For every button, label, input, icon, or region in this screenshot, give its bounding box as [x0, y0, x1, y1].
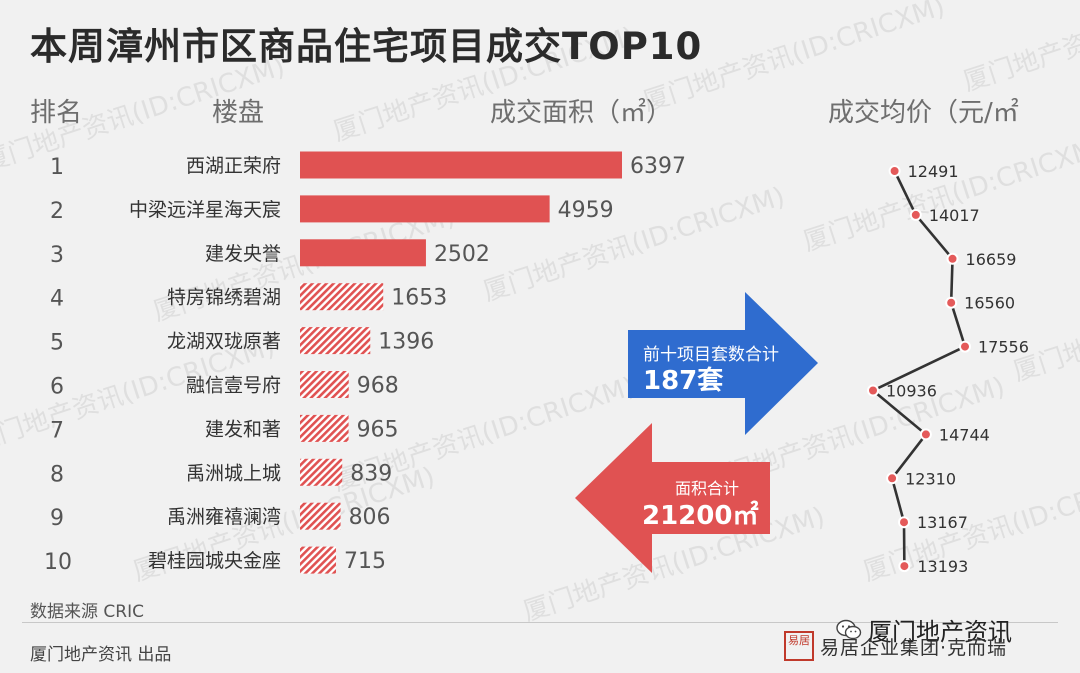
price-value-label: 14744 [939, 425, 990, 444]
price-value-label: 12491 [908, 162, 959, 181]
brand-logo: 易居 易居企业集团·克而瑞 [784, 631, 1007, 661]
area-bar [300, 546, 336, 574]
price-value-label: 14017 [929, 206, 980, 225]
area-value-label: 715 [344, 549, 386, 574]
price-point [909, 208, 922, 221]
price-point [886, 472, 899, 485]
price-line-path [870, 170, 967, 567]
area-value-label: 839 [350, 461, 392, 486]
chart-title: 本周漳州市区商品住宅项目成交TOP10 [30, 25, 703, 68]
price-value-label: 16560 [964, 294, 1015, 313]
project-label: 西湖正荣府 [186, 155, 281, 177]
wechat-account-name: 厦门地产资讯 [868, 618, 1012, 646]
project-label: 碧桂园城央金座 [148, 550, 281, 572]
price-point [959, 340, 971, 353]
units-total-value: 187套 [643, 366, 724, 396]
project-label: 中梁远洋星海天宸 [129, 199, 281, 221]
price-value-label: 10936 [886, 382, 937, 401]
rank-label: 9 [50, 506, 64, 531]
area-total-value: 21200㎡ [642, 501, 759, 531]
area-value-label: 965 [357, 417, 399, 442]
rank-label: 1 [50, 155, 64, 180]
price-point [946, 252, 959, 265]
rank-label: 6 [50, 375, 64, 400]
price-point [867, 384, 879, 397]
price-value-label: 12310 [905, 469, 956, 488]
area-total-arrow [575, 423, 770, 573]
area-total-label: 面积合计 [675, 479, 740, 498]
project-header: 楼盘 [212, 98, 265, 128]
project-label: 禹洲雍禧澜湾 [167, 506, 281, 528]
price-point [919, 428, 932, 441]
area-bar [300, 239, 426, 267]
project-label: 建发和著 [205, 418, 281, 440]
rank-label: 4 [50, 287, 64, 312]
price-value-label: 13167 [917, 513, 968, 532]
price-value-label: 17556 [978, 338, 1029, 357]
price-value-label: 16659 [966, 250, 1017, 269]
price-value-label: 13193 [917, 557, 968, 576]
units-total-label: 前十项目套数合计 [643, 345, 779, 365]
area-bar [300, 414, 349, 442]
area-bar [300, 371, 349, 398]
area-value-label: 1653 [391, 286, 447, 311]
area-bar [300, 195, 550, 223]
rank-label: 5 [50, 331, 64, 356]
rank-label: 2 [50, 199, 64, 224]
units-total-arrow [628, 292, 818, 435]
project-label: 龙湖双珑原著 [167, 331, 281, 353]
price-point [888, 165, 901, 177]
area-bar [300, 458, 343, 486]
price-point [898, 516, 911, 529]
price-point [898, 560, 911, 573]
price-header: 成交均价（元/㎡ [828, 98, 1019, 128]
data-source: 数据来源 CRIC [30, 602, 144, 622]
wechat-icon [836, 619, 862, 641]
area-header: 成交面积（㎡） [490, 98, 673, 128]
rank-label: 3 [50, 243, 64, 268]
area-bar [300, 502, 341, 530]
area-bar [300, 283, 384, 311]
area-value-label: 4959 [558, 198, 614, 223]
producer-credit: 厦门地产资讯 出品 [30, 645, 172, 665]
area-value-label: 806 [349, 505, 391, 530]
area-value-label: 968 [357, 374, 399, 399]
wechat-tag: 厦门地产资讯 [836, 612, 1012, 647]
rank-label: 10 [44, 550, 72, 575]
rank-label: 8 [50, 462, 64, 487]
rank-header: 排名 [30, 98, 83, 128]
project-label: 建发央誉 [205, 243, 281, 265]
project-label: 融信壹号府 [186, 375, 281, 397]
area-bar [300, 327, 371, 355]
project-label: 特房锦绣碧湖 [167, 287, 281, 309]
area-value-label: 2502 [434, 242, 490, 267]
area-value-label: 1396 [378, 330, 434, 355]
area-bar [300, 151, 622, 179]
area-value-label: 6397 [630, 154, 686, 179]
price-point [945, 296, 958, 309]
rank-label: 7 [50, 418, 64, 443]
brand-seal: 易居 [784, 631, 814, 661]
brand-name: 易居企业集团·克而瑞 [820, 636, 1008, 659]
footer-divider [22, 622, 1058, 623]
project-label: 禹洲城上城 [186, 462, 281, 484]
